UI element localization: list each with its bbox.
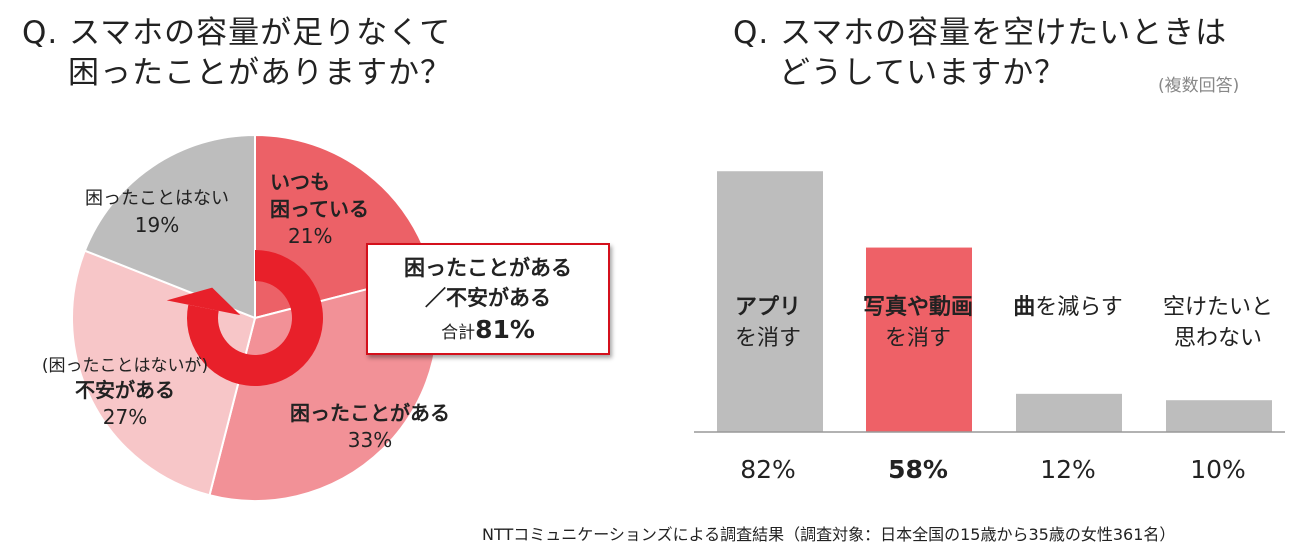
source-footnote: NTTコミュニケーションズによる調査結果（調査対象：日本全国の15歳から35歳の…	[482, 525, 1176, 544]
bar-label-no-need-line2: 思わない	[1173, 326, 1262, 351]
label-always-pct: 21%	[288, 224, 333, 248]
label-sometimes-pct: 33%	[347, 428, 393, 452]
multiple-answer-note: (複数回答)	[1158, 76, 1240, 96]
bar-value-songs: 12%	[1040, 455, 1096, 484]
slice-label-always: いつも 困っている 21%	[270, 169, 369, 250]
bar-2	[1016, 393, 1122, 432]
bar-label-apps-line2: を消す	[734, 326, 801, 351]
pie-slice-3	[83, 133, 256, 320]
slice-label-anxious: (困ったことはないが) 不安がある 27%	[20, 355, 230, 431]
label-never-pct: 19%	[134, 213, 180, 237]
label-anxious-pre: (困ったことはないが)	[41, 356, 209, 376]
bar-1	[866, 247, 972, 432]
bar-label-songs-bold: 曲	[1013, 295, 1036, 320]
callout-line1: 困ったことがある	[404, 256, 572, 280]
left-title-line2: 困ったことがありますか？	[68, 55, 452, 91]
arrow-head	[166, 287, 241, 316]
bar-value-photos: 58%	[888, 455, 948, 484]
callout-line2: ／不安がある	[425, 286, 551, 310]
label-anxious-line1: 不安がある	[75, 378, 175, 402]
bar-3	[1166, 400, 1272, 432]
slice-label-never: 困ったことはない 19%	[52, 185, 262, 239]
label-always-line1: いつも	[270, 170, 330, 194]
right-title-line2: どうしていますか？	[779, 55, 1067, 91]
bar-value-no-need: 10%	[1190, 455, 1246, 484]
bar-label-photos: 写真や動画 を消す	[843, 292, 993, 354]
callout-total-value: 81%	[475, 315, 535, 344]
bar-value-apps: 82%	[740, 455, 796, 484]
bar-label-songs: 曲を減らす	[993, 292, 1143, 323]
total-callout: 困ったことがある ／不安がある 合計81%	[366, 243, 610, 355]
label-anxious-pct: 27%	[102, 405, 148, 429]
callout-total-label: 合計	[441, 323, 476, 343]
bar-label-apps-bold: アプリ	[734, 295, 801, 320]
label-sometimes-line1: 困ったことがある	[290, 401, 450, 425]
right-chart-title: Q. スマホの容量を空けたいときは どうしていますか？	[733, 13, 1227, 93]
bar-label-photos-bold: 写真や動画	[862, 295, 973, 320]
bar-label-apps: アプリ を消す	[693, 292, 843, 354]
bar-label-photos-line2: を消す	[884, 326, 951, 351]
cumulative-arrow	[166, 250, 323, 386]
bar-label-no-need-rest: 空けたいと	[1162, 295, 1273, 320]
bar-label-songs-rest: を減らす	[1035, 295, 1123, 320]
label-always-line2: 困っている	[270, 197, 369, 221]
bar-0	[717, 171, 823, 433]
slice-label-sometimes: 困ったことがある 33%	[270, 400, 470, 454]
bars	[717, 171, 1272, 433]
bar-label-no-need: 空けたいと 思わない	[1143, 292, 1293, 354]
left-chart-title: Q. スマホの容量が足りなくて 困ったことがありますか？	[22, 13, 452, 93]
arrow-ring	[187, 250, 323, 386]
right-title-line1: Q. スマホの容量を空けたいときは	[733, 15, 1228, 51]
left-title-line1: Q. スマホの容量が足りなくて	[22, 15, 452, 51]
callout-total: 合計81%	[368, 313, 608, 350]
label-never-line1: 困ったことはない	[85, 188, 229, 209]
